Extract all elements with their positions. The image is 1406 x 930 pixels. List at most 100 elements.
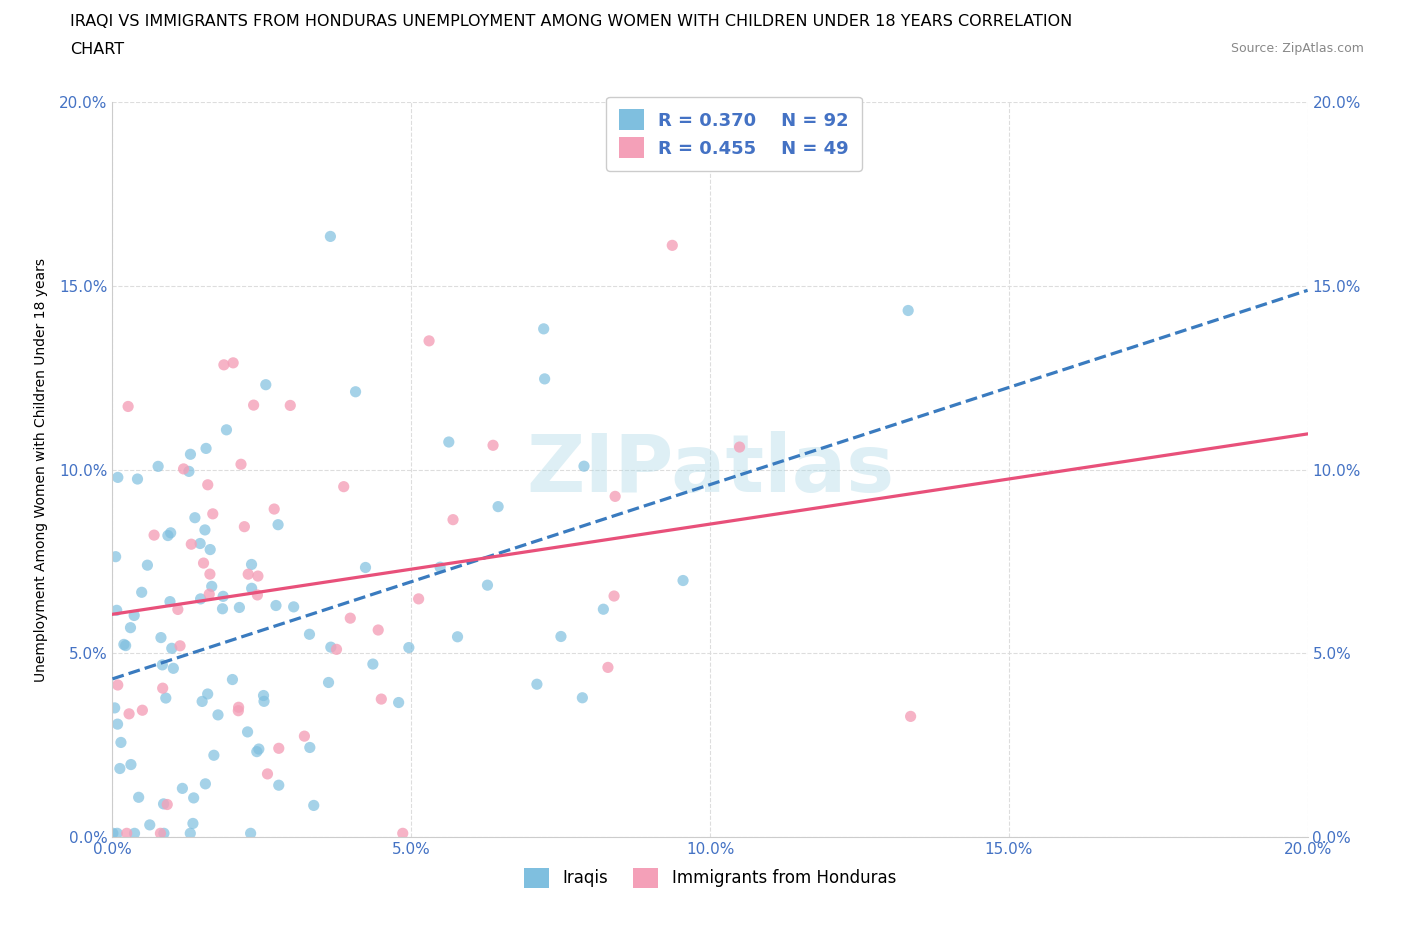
Text: ZIPatlas: ZIPatlas (526, 431, 894, 509)
Point (418, 334, 440, 349)
Point (162, 661, 184, 676)
Point (143, 527, 166, 542)
Point (194, 777, 217, 791)
Point (437, 434, 460, 449)
Point (201, 579, 224, 594)
Point (246, 744, 269, 759)
Point (477, 578, 499, 592)
Point (120, 757, 142, 772)
Point (332, 479, 354, 494)
Point (190, 591, 212, 606)
Point (181, 816, 204, 830)
Point (212, 357, 235, 372)
Point (159, 594, 181, 609)
Point (107, 678, 129, 693)
Point (228, 703, 250, 718)
Point (150, 658, 173, 672)
Point (661, 238, 683, 253)
Point (180, 537, 202, 551)
Point (239, 826, 262, 841)
Point (318, 675, 340, 690)
Point (571, 690, 593, 705)
Point (156, 797, 179, 812)
Point (228, 700, 250, 715)
Point (153, 826, 176, 841)
Point (131, 703, 153, 718)
Point (264, 598, 287, 613)
Point (202, 748, 225, 763)
Point (240, 557, 263, 572)
Point (302, 798, 325, 813)
Point (107, 717, 129, 732)
Point (105, 826, 128, 841)
Point (201, 507, 224, 522)
Point (339, 611, 361, 626)
Point (179, 446, 201, 461)
Point (122, 608, 145, 623)
Point (325, 642, 347, 657)
Point (253, 694, 276, 709)
Point (233, 519, 256, 534)
Point (603, 589, 626, 604)
Point (146, 458, 169, 473)
Point (105, 603, 128, 618)
Point (897, 303, 920, 318)
Point (242, 398, 264, 413)
Point (672, 573, 695, 588)
Point (115, 826, 138, 841)
Point (391, 826, 413, 841)
Point (533, 371, 555, 386)
Point (267, 777, 290, 792)
Point (193, 555, 215, 570)
Point (198, 587, 221, 602)
Point (482, 438, 505, 453)
Point (229, 457, 252, 472)
Point (101, 826, 124, 841)
Point (398, 640, 420, 655)
Point (166, 602, 188, 617)
Point (110, 735, 132, 750)
Y-axis label: Unemployment Among Women with Children Under 18 years: Unemployment Among Women with Children U… (34, 258, 48, 682)
Point (152, 796, 174, 811)
Point (429, 560, 451, 575)
Point (120, 620, 142, 635)
Point (354, 560, 377, 575)
Point (114, 638, 136, 653)
Text: CHART: CHART (70, 42, 124, 57)
Point (294, 729, 316, 744)
Point (212, 589, 235, 604)
Point (127, 472, 149, 486)
Point (278, 398, 301, 413)
Point (263, 501, 285, 516)
Point (184, 511, 207, 525)
Point (191, 694, 214, 709)
Point (283, 600, 305, 615)
Point (197, 477, 219, 492)
Point (596, 660, 619, 675)
Point (361, 657, 384, 671)
Point (367, 622, 389, 637)
Point (169, 638, 191, 653)
Point (207, 708, 229, 723)
Point (124, 826, 146, 841)
Point (131, 585, 153, 600)
Point (117, 399, 139, 414)
Point (156, 528, 179, 543)
Point (441, 512, 464, 527)
Point (526, 677, 548, 692)
Point (159, 525, 181, 540)
Point (238, 566, 260, 581)
Point (240, 581, 263, 596)
Point (104, 700, 127, 715)
Point (319, 229, 342, 244)
Point (183, 790, 205, 805)
Point (592, 602, 614, 617)
Point (149, 631, 172, 645)
Text: Source: ZipAtlas.com: Source: ZipAtlas.com (1230, 42, 1364, 55)
Point (533, 322, 555, 337)
Point (195, 441, 218, 456)
Point (198, 566, 221, 581)
Point (298, 740, 321, 755)
Point (155, 691, 177, 706)
Point (139, 817, 162, 832)
